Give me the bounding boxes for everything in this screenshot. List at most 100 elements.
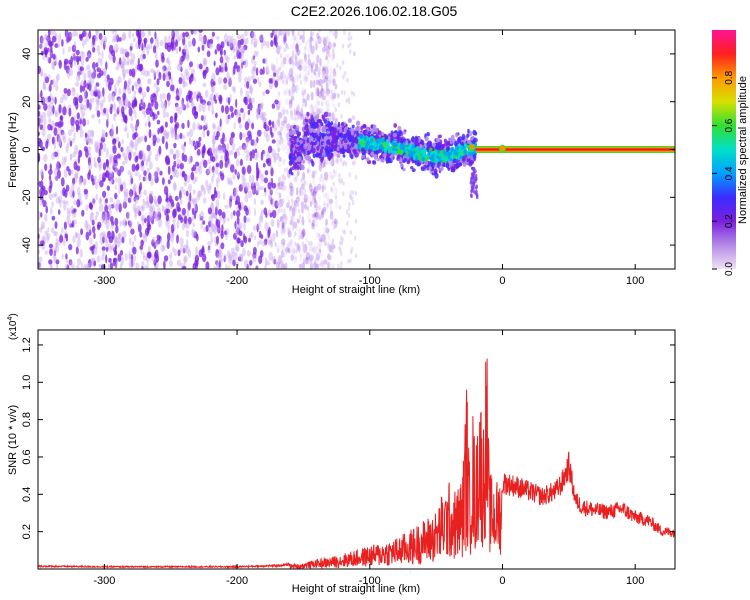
heatmap-noise-mark — [39, 124, 44, 130]
heatmap-cluster-mark — [329, 141, 334, 147]
heatmap-noise-mark — [277, 91, 281, 96]
heatmap-noise-mark — [300, 59, 304, 65]
heatmap-noise-mark — [130, 258, 135, 268]
heatmap-cluster-mark — [376, 135, 380, 140]
heatmap-noise-mark — [68, 59, 71, 65]
heatmap-noise-mark — [230, 194, 233, 200]
heatmap-noise-mark — [339, 265, 343, 269]
heatmap-noise-mark — [287, 31, 290, 37]
heatmap-noise-mark — [168, 72, 172, 80]
heatmap-noise-mark — [58, 104, 62, 114]
heatmap-noise-mark — [94, 162, 98, 168]
heatmap-noise-mark — [129, 140, 133, 146]
heatmap-noise-mark — [40, 71, 44, 76]
heatmap-noise-mark — [99, 232, 104, 238]
heatmap-noise-mark — [166, 240, 170, 250]
heatmap-noise-mark — [108, 257, 112, 263]
heatmap-noise-mark — [154, 82, 157, 88]
heatmap-noise-mark — [350, 35, 353, 41]
heatmap-noise-mark — [230, 164, 235, 173]
heatmap-cluster-mark — [289, 167, 293, 172]
heatmap-noise-mark — [321, 262, 324, 267]
heatmap-noise-mark — [170, 129, 175, 139]
heatmap-noise-mark — [278, 192, 282, 199]
heatmap-noise-mark — [277, 111, 283, 119]
heatmap-noise-mark — [243, 186, 248, 194]
heatmap-noise-mark — [192, 91, 197, 100]
heatmap-noise-mark — [116, 96, 121, 102]
heatmap-noise-mark — [221, 211, 226, 219]
heatmap-noise-mark — [265, 67, 268, 76]
heatmap-noise-mark — [87, 157, 92, 166]
heatmap-noise-mark — [208, 182, 212, 191]
heatmap-noise-mark — [155, 51, 158, 60]
heatmap-noise-mark — [295, 44, 299, 54]
heatmap-noise-mark — [296, 194, 301, 199]
heatmap-noise-mark — [314, 245, 319, 256]
heatmap-noise-mark — [261, 102, 264, 110]
heatmap-noise-mark — [77, 192, 82, 201]
heatmap-noise-mark — [323, 101, 328, 106]
heatmap-noise-mark — [233, 46, 238, 52]
heatmap-noise-mark — [45, 34, 49, 40]
heatmap-noise-mark — [196, 233, 199, 242]
heatmap-noise-mark — [334, 117, 339, 123]
heatmap-noise-mark — [241, 132, 246, 138]
heatmap-noise-mark — [227, 114, 231, 120]
heatmap-noise-mark — [42, 54, 46, 61]
heatmap-noise-mark — [200, 222, 203, 230]
heatmap-cluster-mark — [339, 133, 344, 138]
heatmap-cluster-mark — [310, 123, 314, 129]
heatmap-noise-mark — [38, 152, 41, 162]
heatmap-noise-mark — [282, 47, 285, 55]
heatmap-cluster-mark — [321, 127, 327, 134]
heatmap-noise-mark — [352, 92, 356, 97]
heatmap-noise-mark — [346, 77, 349, 83]
heatmap-noise-mark — [95, 105, 99, 113]
heatmap-noise-mark — [94, 140, 99, 149]
heatmap-noise-mark — [109, 128, 114, 137]
heatmap-cluster-mark — [350, 154, 354, 160]
heatmap-noise-mark — [96, 110, 101, 118]
heatmap-noise-mark — [55, 196, 60, 204]
heatmap-noise-mark — [216, 146, 220, 152]
heatmap-cluster-mark — [295, 125, 300, 131]
heatmap-noise-mark — [146, 262, 149, 269]
heatmap-noise-mark — [179, 237, 184, 246]
heatmap-noise-mark — [274, 241, 277, 247]
heatmap-noise-mark — [38, 211, 41, 221]
heatmap-noise-mark — [76, 124, 80, 131]
heatmap-noise-mark — [258, 35, 264, 41]
heatmap-noise-mark — [312, 191, 317, 198]
heatmap-cluster-mark — [365, 157, 370, 161]
heatmap-noise-mark — [284, 128, 287, 138]
heatmap-noise-mark — [340, 251, 343, 256]
heatmap-noise-mark — [105, 246, 109, 252]
heatmap-noise-mark — [273, 124, 278, 132]
heatmap-noise-mark — [324, 241, 327, 247]
heatmap-noise-mark — [59, 115, 64, 122]
heatmap-noise-mark — [65, 145, 69, 154]
heatmap-noise-mark — [72, 151, 77, 159]
heatmap-noise-mark — [154, 101, 159, 110]
heatmap-noise-mark — [170, 233, 174, 243]
heatmap-cluster-mark — [453, 149, 456, 155]
heatmap-noise-mark — [299, 253, 302, 263]
heatmap-noise-mark — [88, 69, 92, 79]
heatmap-noise-mark — [138, 150, 144, 160]
heatmap-noise-mark — [232, 65, 236, 75]
heatmap-cluster-mark — [305, 156, 310, 161]
heatmap-cluster-mark — [332, 123, 338, 128]
heatmap-noise-mark — [111, 30, 115, 35]
heatmap-noise-mark — [162, 244, 166, 251]
heatmap-noise-mark — [235, 246, 240, 253]
heatmap-noise-mark — [160, 244, 165, 252]
heatmap-noise-mark — [329, 255, 332, 261]
heatmap-noise-mark — [288, 208, 292, 214]
heatmap-noise-mark — [260, 151, 264, 161]
heatmap-noise-mark — [284, 31, 287, 37]
heatmap-noise-mark — [318, 205, 321, 211]
heatmap-noise-mark — [223, 33, 228, 43]
heatmap-noise-mark — [92, 36, 95, 46]
heatmap-noise-mark — [81, 209, 85, 217]
